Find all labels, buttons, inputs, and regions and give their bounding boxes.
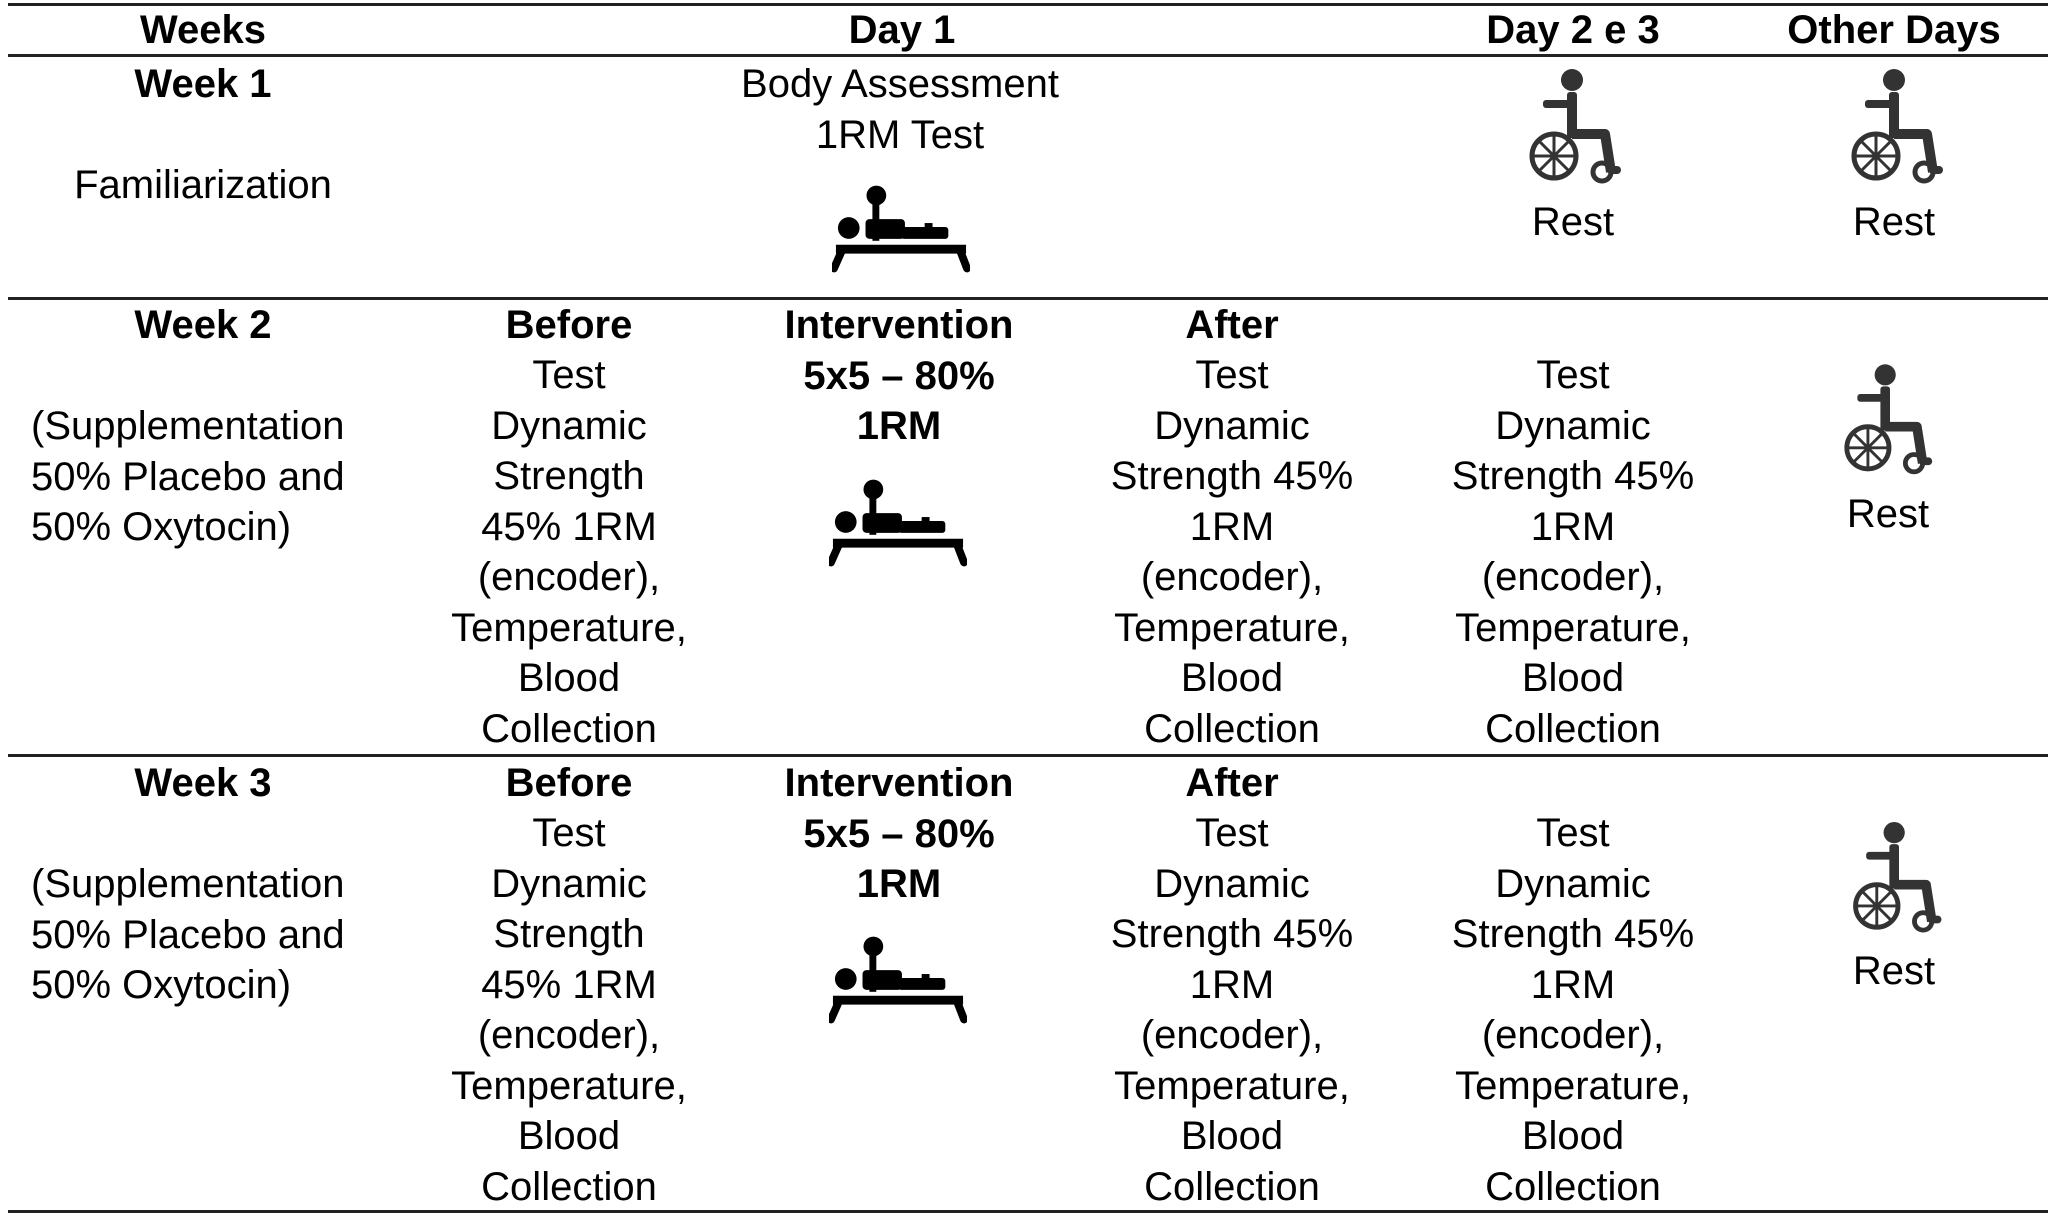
header-other-days: Other Days — [1787, 8, 2001, 52]
week2-label: Week 2 — [134, 303, 272, 347]
week2-before: Test Dynamic Strength 45% 1RM (encoder),… — [451, 353, 687, 751]
week3-before-title: Before — [505, 761, 633, 805]
week1-day1: Body Assessment 1RM Test — [741, 62, 1059, 157]
wheelchair-icon — [1849, 68, 1949, 184]
top-rule — [8, 3, 2048, 6]
bench-press-icon — [829, 932, 967, 1024]
week2-before-title: Before — [505, 303, 633, 347]
week3-day23: Test Dynamic Strength 45% 1RM (encoder),… — [1451, 811, 1695, 1209]
week2-other-rest: Rest — [1846, 492, 1930, 536]
week3-after: Test Dynamic Strength 45% 1RM (encoder),… — [1110, 811, 1354, 1209]
week2-after-title: After — [1185, 303, 1279, 347]
week3-label: Week 3 — [134, 761, 272, 805]
week1-other-rest: Rest — [1852, 200, 1936, 244]
wheelchair-icon — [1527, 68, 1627, 184]
bench-press-icon — [829, 475, 967, 567]
week1-desc: Familiarization — [74, 163, 332, 207]
header-day23: Day 2 e 3 — [1486, 8, 1660, 52]
wheelchair-icon — [1842, 363, 1938, 475]
week2-after: Test Dynamic Strength 45% 1RM (encoder),… — [1110, 353, 1354, 751]
week3-other-rest: Rest — [1852, 949, 1936, 993]
week3-before: Test Dynamic Strength 45% 1RM (encoder),… — [451, 811, 687, 1209]
week2-day23: Test Dynamic Strength 45% 1RM (encoder),… — [1451, 353, 1695, 751]
week2-desc: (Supplementation 50% Placebo and 50% Oxy… — [31, 404, 345, 549]
week1-label: Week 1 — [134, 62, 272, 106]
wheelchair-icon — [1849, 821, 1949, 933]
row-rule — [8, 297, 2048, 300]
row-rule — [8, 754, 2048, 757]
header-rule — [8, 54, 2048, 57]
header-day1: Day 1 — [848, 8, 956, 52]
week2-intervention: Intervention 5x5 – 80% 1RM — [784, 303, 1014, 448]
bench-press-icon — [832, 181, 970, 273]
bottom-rule — [8, 1210, 2048, 1213]
week1-day23-rest: Rest — [1531, 200, 1615, 244]
header-weeks: Weeks — [139, 8, 266, 52]
week3-after-title: After — [1185, 761, 1279, 805]
week3-intervention: Intervention 5x5 – 80% 1RM — [784, 761, 1014, 906]
week3-desc: (Supplementation 50% Placebo and 50% Oxy… — [31, 862, 345, 1007]
